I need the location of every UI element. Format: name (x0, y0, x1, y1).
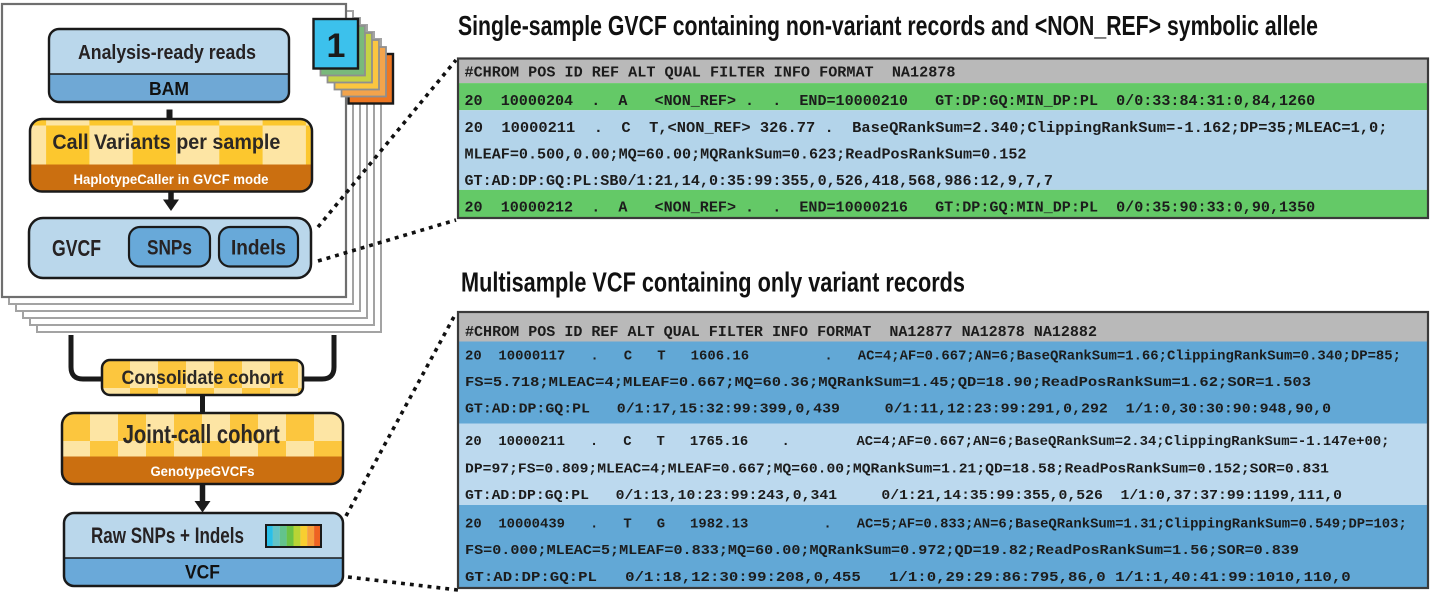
svg-text:MLEAF=0.500,0.00;MQ=60.00;MQRa: MLEAF=0.500,0.00;MQ=60.00;MQRankSum=0.62… (465, 146, 1027, 163)
svg-text:Single-sample GVCF containing: Single-sample GVCF containing non-varian… (458, 10, 1318, 41)
svg-text:20 10000212 . A <NON_REF>: 20 10000212 . A <NON_REF> . . END=100002… (465, 200, 1316, 217)
svg-text:20 10000117 . C T 160: 20 10000117 . C T 1606.16 . AC=4;AF=0.66… (465, 349, 1401, 365)
svg-text:FS=0.000;MLEAC=5;MLEAF=0.833;M: FS=0.000;MLEAC=5;MLEAF=0.833;MQ=60.00;MQ… (465, 543, 1299, 559)
svg-text:Call Variants per sample: Call Variants per sample (52, 131, 280, 154)
svg-text:BAM: BAM (149, 79, 189, 99)
svg-text:1: 1 (327, 27, 346, 65)
svg-text:Indels: Indels (231, 237, 286, 260)
svg-text:FS=5.718;MLEAC=4;MLEAF=0.667;M: FS=5.718;MLEAC=4;MLEAF=0.667;MQ=60.36;MQ… (465, 375, 1311, 391)
svg-text:20 10000204 . A <NON_REF>: 20 10000204 . A <NON_REF> . . END=100002… (465, 93, 1316, 110)
svg-text:VCF: VCF (185, 563, 220, 584)
svg-text:Analysis-ready reads: Analysis-ready reads (78, 42, 256, 64)
svg-text:Multisample VCF containing onl: Multisample VCF containing only variant … (461, 266, 965, 297)
svg-text:GT:AD:DP:GQ:PL:SB0/1:21,14,0:3: GT:AD:DP:GQ:PL:SB0/1:21,14,0:35:99:355,0… (465, 173, 1054, 190)
svg-text:GT:AD:DP:GQ:PL 0/1:13,10:23:: GT:AD:DP:GQ:PL 0/1:13,10:23:99:243,0,341… (465, 488, 1342, 504)
svg-text:GT:AD:DP:GQ:PL 0/1:17,15:32:: GT:AD:DP:GQ:PL 0/1:17,15:32:99:399,0,439… (465, 402, 1331, 418)
svg-text:Joint-call cohort: Joint-call cohort (123, 419, 280, 449)
svg-text:HaplotypeCaller in GVCF mode: HaplotypeCaller in GVCF mode (74, 172, 269, 187)
svg-text:GVCF: GVCF (52, 235, 101, 261)
svg-text:Raw SNPs + Indels: Raw SNPs + Indels (91, 523, 244, 548)
svg-text:20 10000211 . C T,<NON_REF: 20 10000211 . C T,<NON_REF> 326.77 . Bas… (465, 120, 1388, 137)
svg-text:DP=97;FS=0.809;MLEAC=4;MLEAF=0: DP=97;FS=0.809;MLEAC=4;MLEAF=0.667;MQ=60… (465, 462, 1329, 478)
svg-text:20 10000211 . C T 176: 20 10000211 . C T 1765.16 . AC=4;AF=0.66… (465, 434, 1390, 450)
svg-text:#CHROM POS ID REF ALT QUAL FIL: #CHROM POS ID REF ALT QUAL FILTER INFO F… (465, 324, 1097, 341)
svg-text:GenotypeGVCFs: GenotypeGVCFs (151, 463, 255, 479)
svg-text:SNPs: SNPs (147, 237, 192, 260)
svg-text:Consolidate cohort: Consolidate cohort (122, 368, 285, 389)
svg-text:#CHROM POS ID REF ALT QUAL FIL: #CHROM POS ID REF ALT QUAL FILTER INFO F… (465, 65, 956, 82)
svg-text:GT:AD:DP:GQ:PL 0/1:18,12:30:: GT:AD:DP:GQ:PL 0/1:18,12:30:99:208,0,455… (465, 570, 1351, 586)
svg-text:20 10000439 . T G 198: 20 10000439 . T G 1982.13 . AC=5;AF=0.83… (465, 517, 1407, 533)
